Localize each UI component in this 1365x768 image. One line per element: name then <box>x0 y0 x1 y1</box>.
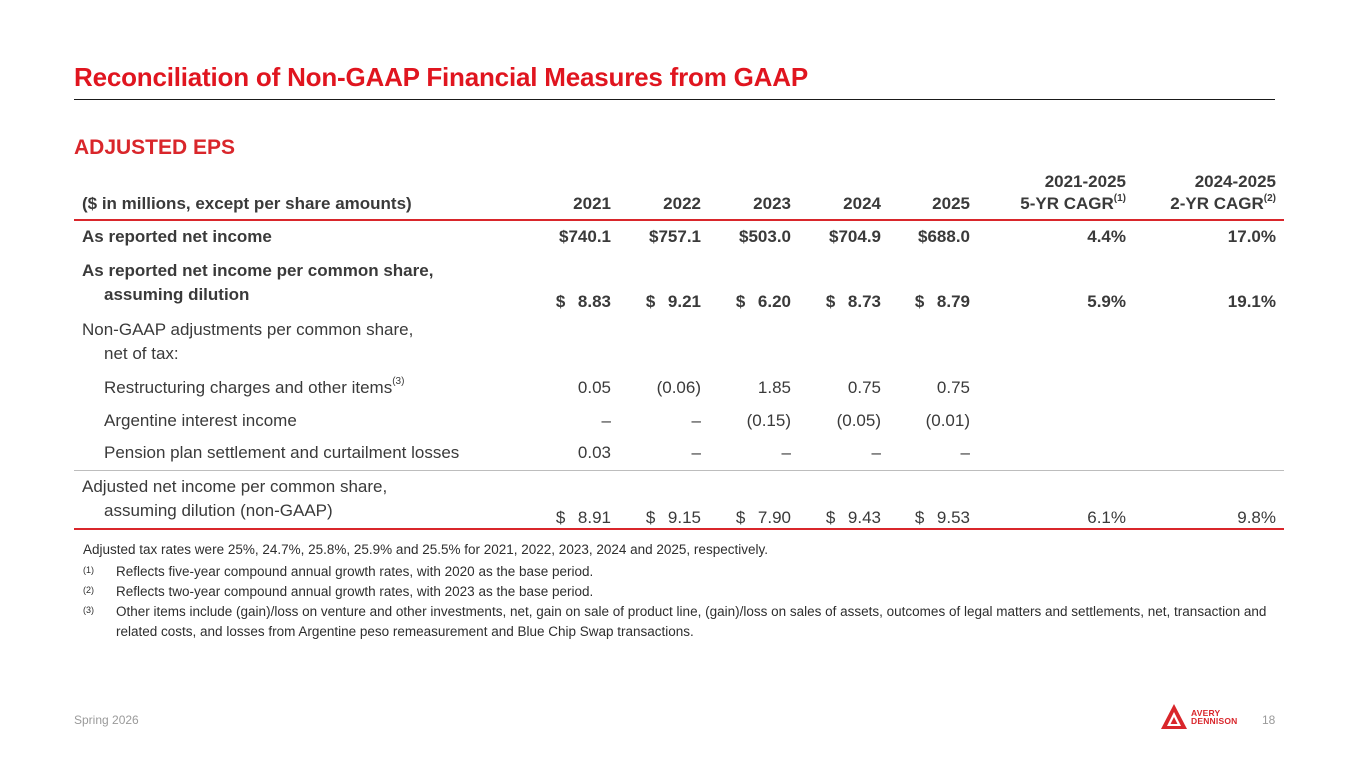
cagr5-label: 5-YR CAGR <box>1020 194 1114 213</box>
row-label-line2: assuming dilution (non-GAAP) <box>104 501 333 521</box>
row-label-line1: Adjusted net income per common share, <box>82 477 388 497</box>
header-units-label: ($ in millions, except per share amounts… <box>82 194 412 213</box>
row-label-line2: assuming dilution <box>104 284 250 304</box>
cagr5-period: 2021-2025 <box>1044 172 1126 191</box>
logo-wordmark: AVERY DENNISON <box>1191 708 1238 726</box>
cagr2-period: 2024-2025 <box>1194 172 1276 191</box>
cell-value: $9.21 <box>645 292 701 311</box>
cell-value: $740.1 <box>559 227 611 246</box>
logo-mark-icon <box>1161 704 1187 729</box>
cell-value: – <box>960 443 970 463</box>
cell-value: (0.06) <box>656 377 701 397</box>
footnote-3: (3) Other items include (gain)/loss on v… <box>83 602 1283 642</box>
cell-cagr5: 5.9% <box>1087 292 1126 311</box>
table-row-net-income: As reported net income $740.1 $757.1 $50… <box>74 220 1284 253</box>
footnote-1: (1) Reflects five-year compound annual g… <box>83 562 1283 582</box>
cell-value: $8.79 <box>914 292 970 311</box>
table-row-argentine-interest: Argentine interest income – – (0.15) (0.… <box>74 404 1284 437</box>
footnotes: Adjusted tax rates were 25%, 24.7%, 25.8… <box>83 540 1283 642</box>
table-row-pension: Pension plan settlement and curtailment … <box>74 437 1284 470</box>
table-row-eps-reported: As reported net income per common share,… <box>74 253 1284 312</box>
row-label: As reported net income <box>82 227 272 246</box>
cell-value: $688.0 <box>918 227 970 246</box>
cell-value: $503.0 <box>739 227 791 246</box>
row-label: Restructuring charges and other items(3) <box>104 375 405 397</box>
footnote-text: Reflects two-year compound annual growth… <box>116 584 594 599</box>
footer-date: Spring 2026 <box>74 713 139 727</box>
header-cagr-2yr: 2024-2025 2-YR CAGR(2) <box>1134 168 1284 220</box>
company-logo: AVERY DENNISON <box>1159 702 1249 732</box>
cell-value: $9.15 <box>645 508 701 527</box>
cell-value: $8.83 <box>555 292 611 311</box>
cell-value: 0.03 <box>577 443 611 463</box>
cell-value: (0.01) <box>925 410 970 430</box>
cell-value: – <box>781 443 791 463</box>
cell-cagr2: 17.0% <box>1227 227 1276 246</box>
cell-value: 0.75 <box>936 377 970 397</box>
row-label: As reported net income per common share,… <box>74 253 529 312</box>
cell-cagr5: 6.1% <box>1087 508 1126 527</box>
cell-value: 0.75 <box>847 377 881 397</box>
header-cagr-5yr: 2021-2025 5-YR CAGR(1) <box>978 168 1134 220</box>
cagr2-label: 2-YR CAGR <box>1170 194 1264 213</box>
page-number: 18 <box>1262 713 1276 727</box>
title-divider <box>74 99 1275 100</box>
table-row-eps-adjusted: Adjusted net income per common share, as… <box>74 470 1284 529</box>
footnote-2: (2) Reflects two-year compound annual gr… <box>83 582 1283 602</box>
header-year: 2023 <box>753 194 791 213</box>
footnote-marker: (3) <box>83 605 94 615</box>
cell-value: $9.43 <box>825 508 881 527</box>
row-label: Adjusted net income per common share, as… <box>74 470 529 529</box>
table-header-row: ($ in millions, except per share amounts… <box>74 168 1284 220</box>
header-year: 2025 <box>932 194 970 213</box>
row-label-line1: As reported net income per common share, <box>82 260 434 280</box>
cell-value: $757.1 <box>649 227 701 246</box>
cell-value: – <box>871 443 881 463</box>
footnote-marker: (1) <box>1113 193 1126 204</box>
cell-value: $8.91 <box>555 508 611 527</box>
row-label-line1: Non-GAAP adjustments per common share, <box>82 319 414 339</box>
row-label: Non-GAAP adjustments per common share, n… <box>74 312 529 371</box>
cell-value: – <box>691 410 701 430</box>
adjusted-eps-table: ($ in millions, except per share amounts… <box>74 168 1284 530</box>
table-row-restructuring: Restructuring charges and other items(3)… <box>74 371 1284 404</box>
footnote-text: Reflects five-year compound annual growt… <box>116 564 594 579</box>
header-year: 2024 <box>843 194 881 213</box>
cell-value: 1.85 <box>757 377 791 397</box>
footnote-marker: (2) <box>83 585 94 595</box>
cell-value: $8.73 <box>825 292 881 311</box>
cell-value: $704.9 <box>829 227 881 246</box>
footnote-marker: (2) <box>1263 193 1276 204</box>
cell-value: – <box>601 410 611 430</box>
footnote-marker: (1) <box>83 565 94 575</box>
row-label: Pension plan settlement and curtailment … <box>104 443 460 463</box>
table-row-adjustments-header: Non-GAAP adjustments per common share, n… <box>74 312 1284 371</box>
tax-rate-note: Adjusted tax rates were 25%, 24.7%, 25.8… <box>83 542 768 557</box>
cell-value: – <box>691 443 701 463</box>
section-title: ADJUSTED EPS <box>74 136 236 159</box>
header-year: 2022 <box>663 194 701 213</box>
row-label-line2: net of tax: <box>104 343 179 363</box>
cell-cagr2: 19.1% <box>1227 292 1276 311</box>
footnote-marker: (3) <box>392 375 405 387</box>
row-label: Argentine interest income <box>104 410 297 430</box>
page-title: Reconciliation of Non-GAAP Financial Mea… <box>74 62 808 92</box>
header-year: 2021 <box>573 194 611 213</box>
cell-value: 0.05 <box>577 377 611 397</box>
cell-cagr5: 4.4% <box>1087 227 1126 246</box>
cell-value: $9.53 <box>914 508 970 527</box>
cell-value: (0.05) <box>836 410 881 430</box>
cell-value: $7.90 <box>735 508 791 527</box>
cell-value: (0.15) <box>746 410 791 430</box>
cell-value: $6.20 <box>735 292 791 311</box>
footnote-text: Other items include (gain)/loss on ventu… <box>116 604 1267 639</box>
cell-cagr2: 9.8% <box>1237 508 1276 527</box>
